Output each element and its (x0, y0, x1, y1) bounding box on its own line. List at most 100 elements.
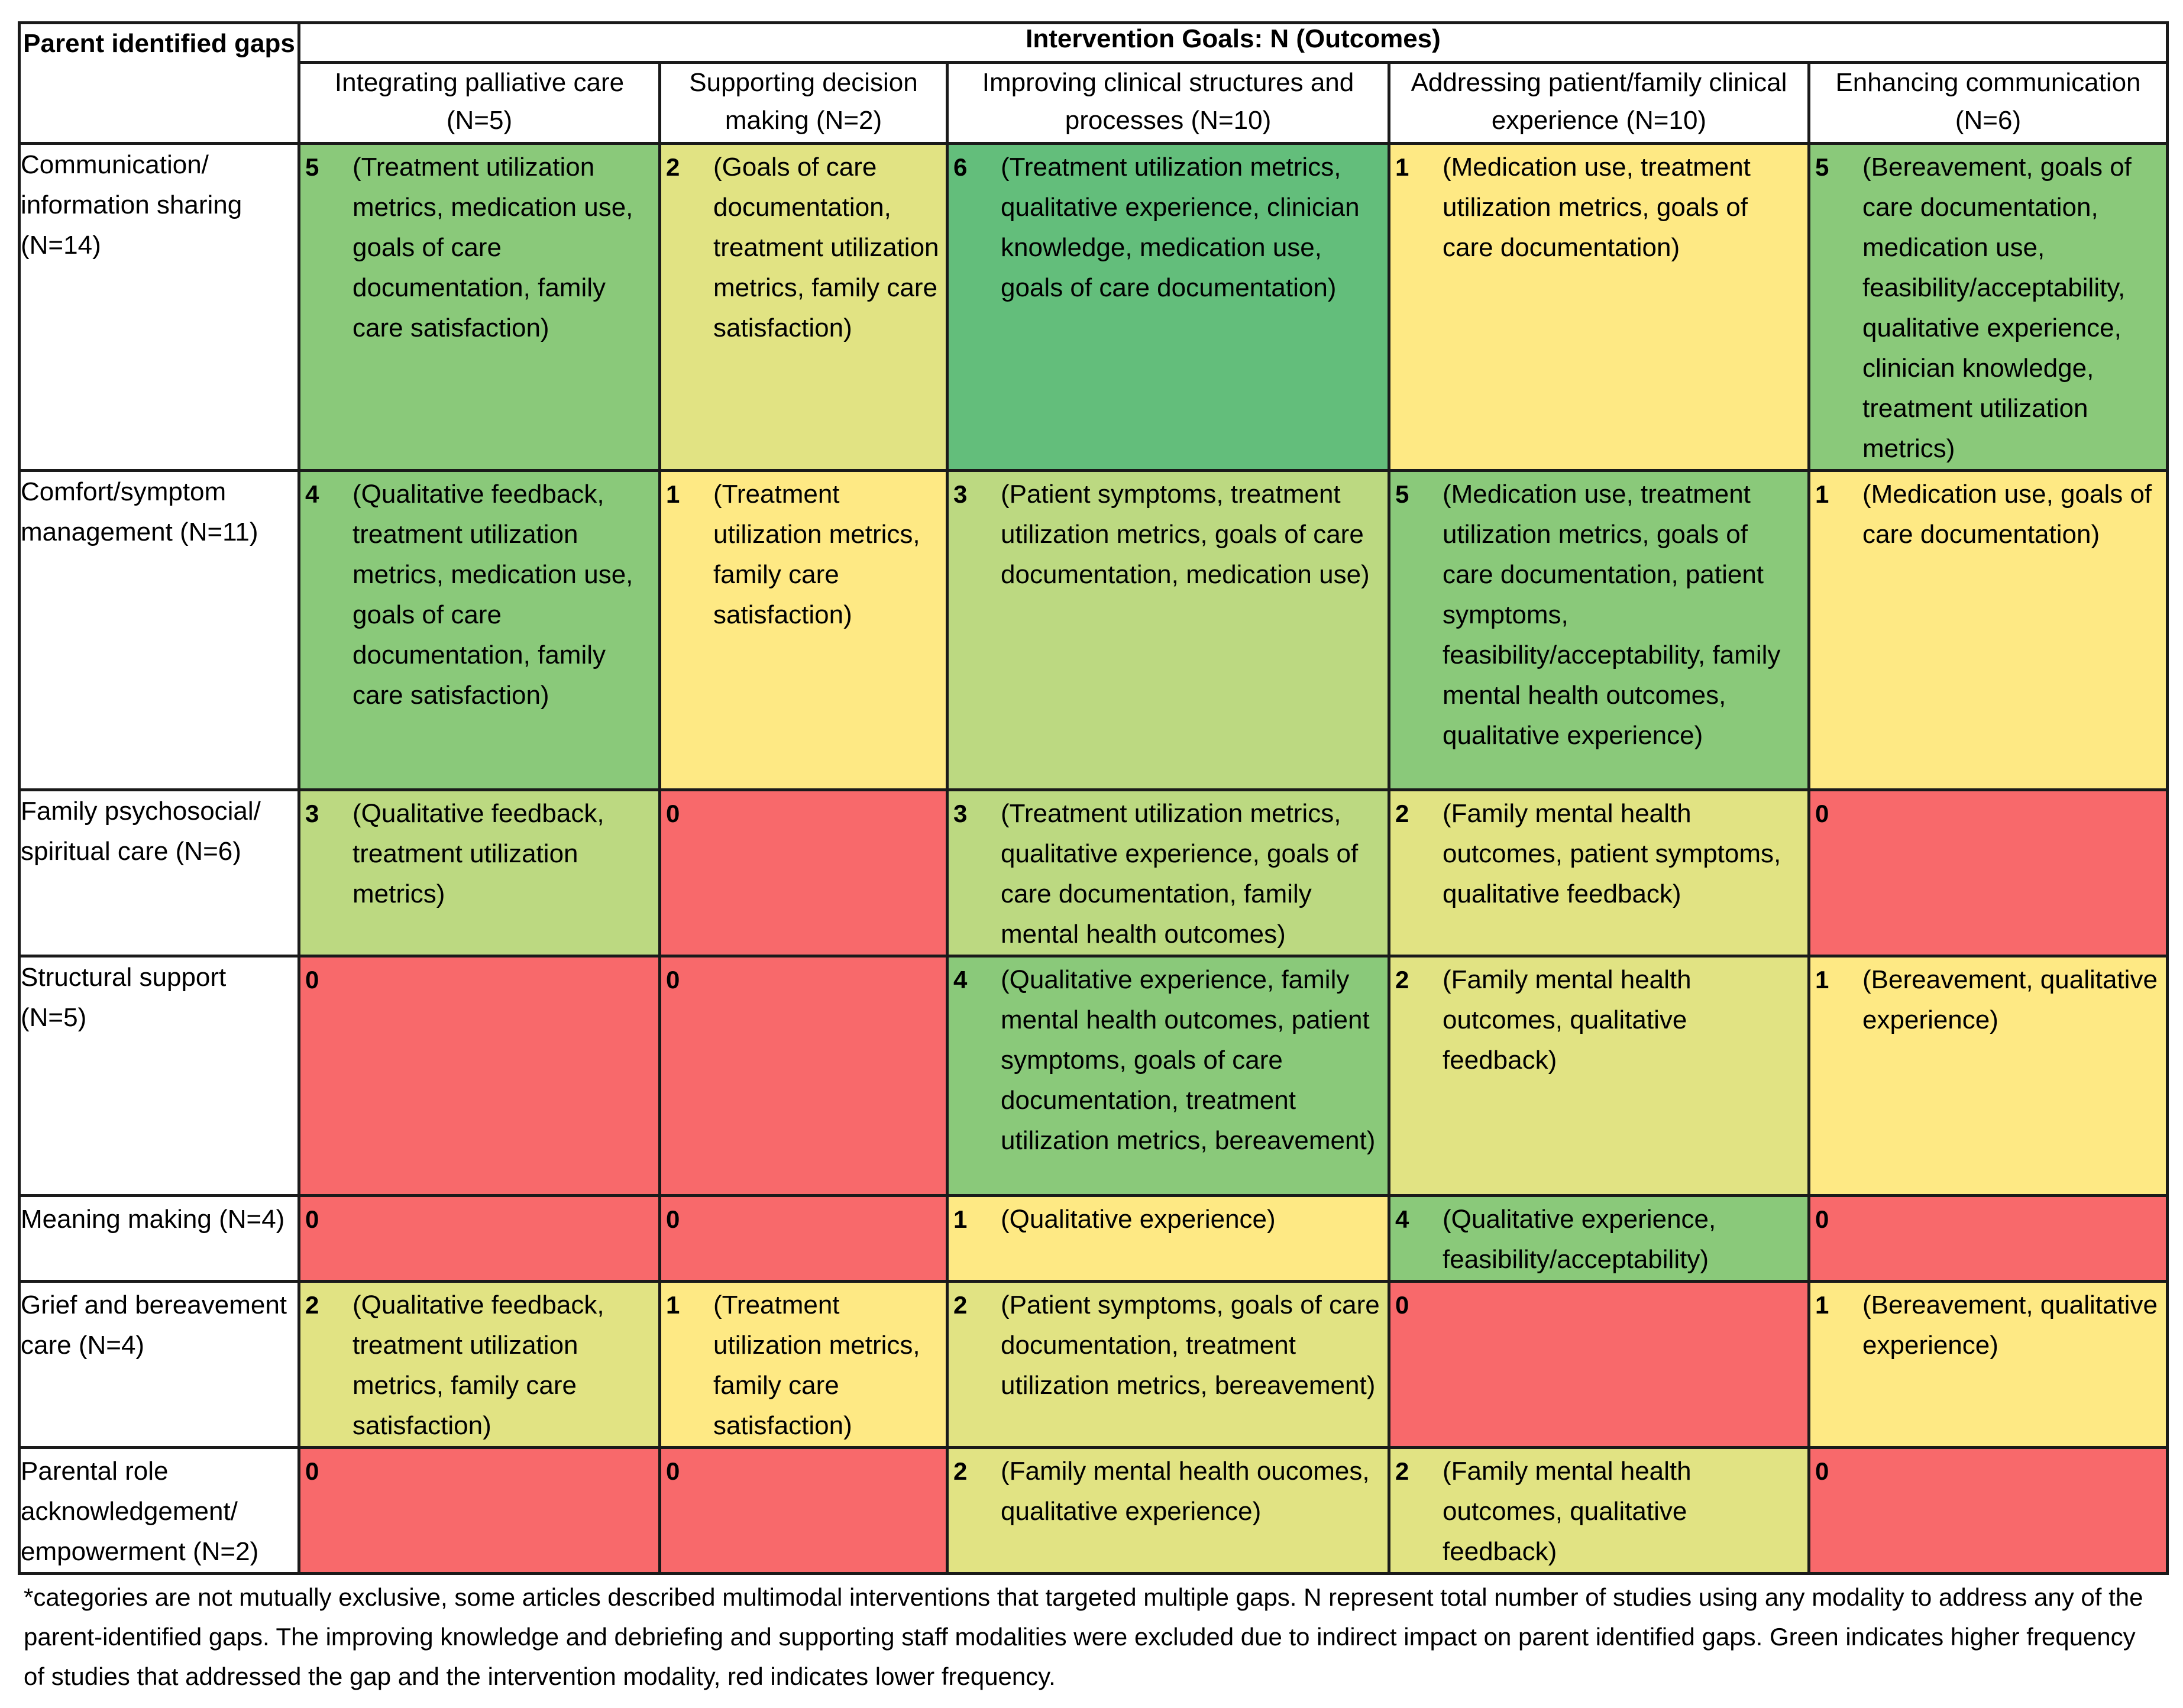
outcomes-text: (Family mental health outcomes, qualitat… (1443, 1457, 1692, 1566)
heatmap-cell: 4 (Qualitative experience, family mental … (946, 955, 1390, 1197)
heatmap-table-container: Parent identified gaps Intervention Goal… (18, 21, 2169, 1696)
heatmap-cell: 6 (Treatment utilization metrics, qualita… (946, 142, 1390, 472)
heatmap-cell: 4 (Qualitative feedback, treatment utiliz… (297, 469, 661, 791)
study-count: 2 (953, 1291, 968, 1319)
study-count: 0 (1815, 800, 1829, 827)
outcomes-text: (Qualitative experience) (1001, 1205, 1276, 1234)
column-header: Integrating palliative care (N=5) (297, 61, 661, 145)
column-header: Improving clinical structures and proces… (946, 61, 1390, 145)
outcomes-text: (Treatment utilization metrics, qualitat… (1001, 153, 1360, 302)
heatmap-cell: 1 (Treatment utilization metrics, family … (658, 469, 949, 791)
heatmap-cell: 2 (Qualitative feedback, treatment utiliz… (297, 1280, 661, 1449)
heatmap-table: Parent identified gaps Intervention Goal… (18, 21, 2169, 1575)
study-count: 5 (305, 153, 319, 181)
table-row: Grief and bereavement care (N=4) 2 (Qualit… (18, 1280, 2169, 1449)
intervention-goals-header: Intervention Goals: N (Outcomes) (297, 21, 2169, 64)
corner-header: Parent identified gaps (18, 21, 300, 145)
study-count: 0 (305, 1457, 319, 1485)
column-header: Enhancing communication (N=6) (1807, 61, 2169, 145)
table-row: Family psychosocial/ spiritual care (N=6… (18, 788, 2169, 957)
study-count: 3 (953, 480, 968, 508)
outcomes-text: (Medication use, treatment utilization m… (1443, 480, 1781, 750)
study-count: 2 (1395, 800, 1409, 827)
study-count: 2 (305, 1291, 319, 1319)
study-count: 6 (953, 153, 968, 181)
heatmap-cell: 1 (Qualitative experience) (946, 1194, 1390, 1283)
heatmap-cell: 3 (Treatment utilization metrics, qualita… (946, 788, 1390, 957)
heatmap-cell: 3 (Qualitative feedback, treatment utiliz… (297, 788, 661, 957)
heatmap-cell: 4 (Qualitative experience, feasibility/ac… (1388, 1194, 1810, 1283)
study-count: 1 (953, 1205, 968, 1233)
footnote: *categories are not mutually exclusive, … (24, 1583, 2143, 1690)
heatmap-cell: 5 (Medication use, treatment utilization … (1388, 469, 1810, 791)
study-count: 2 (1395, 1457, 1409, 1485)
table-row: Comfort/symptom management (N=11) 4 (Quali… (18, 469, 2169, 791)
table-row: Structural support (N=5) 0 0 4 (Qualitative … (18, 955, 2169, 1197)
study-count: 0 (666, 1457, 680, 1485)
outcomes-text: (Treatment utilization metrics, family c… (713, 480, 920, 629)
study-count: 1 (1815, 1291, 1829, 1319)
study-count: 3 (953, 800, 968, 827)
outcomes-text: (Bereavement, qualitative experience) (1862, 1290, 2158, 1360)
study-count: 5 (1815, 153, 1829, 181)
heatmap-cell: 0 (658, 1446, 949, 1575)
outcomes-text: (Medication use, treatment utilization m… (1443, 153, 1751, 262)
outcomes-text: (Qualitative experience, family mental h… (1001, 965, 1376, 1155)
row-label: Parental role acknowledgement/ empowerme… (18, 1446, 300, 1575)
study-count: 4 (953, 966, 968, 994)
outcomes-text: (Family mental health outcomes, qualitat… (1443, 965, 1692, 1075)
outcomes-text: (Treatment utilization metrics, family c… (713, 1290, 920, 1440)
study-count: 0 (666, 1205, 680, 1233)
table-row: Communication/ information sharing (N=14… (18, 142, 2169, 472)
heatmap-cell: 0 (1388, 1280, 1810, 1449)
outcomes-text: (Qualitative feedback, treatment utiliza… (352, 480, 633, 710)
outcomes-text: (Treatment utilization metrics, qualitat… (1001, 799, 1359, 949)
row-label: Structural support (N=5) (18, 955, 300, 1197)
study-count: 2 (953, 1457, 968, 1485)
heatmap-cell: 0 (658, 788, 949, 957)
outcomes-text: (Medication use, goals of care documenta… (1862, 480, 2152, 549)
study-count: 4 (305, 480, 319, 508)
column-header: Addressing patient/family clinical exper… (1388, 61, 1810, 145)
outcomes-text: (Goals of care documentation, treatment … (713, 153, 939, 342)
heatmap-cell: 0 (1807, 788, 2169, 957)
heatmap-cell: 0 (1807, 1446, 2169, 1575)
heatmap-cell: 2 (Goals of care documentation, treatment… (658, 142, 949, 472)
study-count: 1 (1815, 480, 1829, 508)
outcomes-text: (Qualitative experience, feasibility/acc… (1443, 1205, 1716, 1274)
heatmap-cell: 0 (297, 955, 661, 1197)
heatmap-cell: 5 (Bereavement, goals of care documentati… (1807, 142, 2169, 472)
heatmap-cell: 0 (658, 955, 949, 1197)
study-count: 0 (1395, 1291, 1409, 1319)
row-label: Grief and bereavement care (N=4) (18, 1280, 300, 1449)
study-count: 1 (1815, 966, 1829, 994)
heatmap-cell: 1 (Treatment utilization metrics, family … (658, 1280, 949, 1449)
outcomes-text: (Patient symptoms, treatment utilization… (1001, 480, 1370, 589)
outcomes-text: (Bereavement, qualitative experience) (1862, 965, 2158, 1034)
outcomes-text: (Qualitative feedback, treatment utiliza… (352, 1290, 604, 1440)
study-count: 0 (1815, 1457, 1829, 1485)
study-count: 0 (305, 966, 319, 994)
row-label: Meaning making (N=4) (18, 1194, 300, 1283)
heatmap-cell: 2 (Family mental health outcomes, qualita… (1388, 955, 1810, 1197)
study-count: 1 (1395, 153, 1409, 181)
study-count: 5 (1395, 480, 1409, 508)
table-row: Meaning making (N=4) 0 0 1 (Qualitative expe… (18, 1194, 2169, 1283)
heatmap-cell: 1 (Bereavement, qualitative experience) (1807, 955, 2169, 1197)
heatmap-cell: 3 (Patient symptoms, treatment utilizatio… (946, 469, 1390, 791)
outcomes-text: (Treatment utilization metrics, medicati… (352, 153, 633, 342)
study-count: 2 (1395, 966, 1409, 994)
outcomes-text: (Family mental health oucomes, qualitati… (1001, 1457, 1370, 1526)
study-count: 0 (666, 800, 680, 827)
heatmap-cell: 5 (Treatment utilization metrics, medicat… (297, 142, 661, 472)
table-body: Communication/ information sharing (N=14… (18, 142, 2169, 1575)
study-count: 0 (305, 1205, 319, 1233)
table-row: Parental role acknowledgement/ empowerme… (18, 1446, 2169, 1575)
row-label: Family psychosocial/ spiritual care (N=6… (18, 788, 300, 957)
row-label: Comfort/symptom management (N=11) (18, 469, 300, 791)
column-header: Supporting decision making (N=2) (658, 61, 949, 145)
study-count: 1 (666, 1291, 680, 1319)
heatmap-cell: 0 (1807, 1194, 2169, 1283)
outcomes-text: (Family mental health outcomes, patient … (1443, 799, 1781, 908)
heatmap-cell: 1 (Medication use, goals of care document… (1807, 469, 2169, 791)
